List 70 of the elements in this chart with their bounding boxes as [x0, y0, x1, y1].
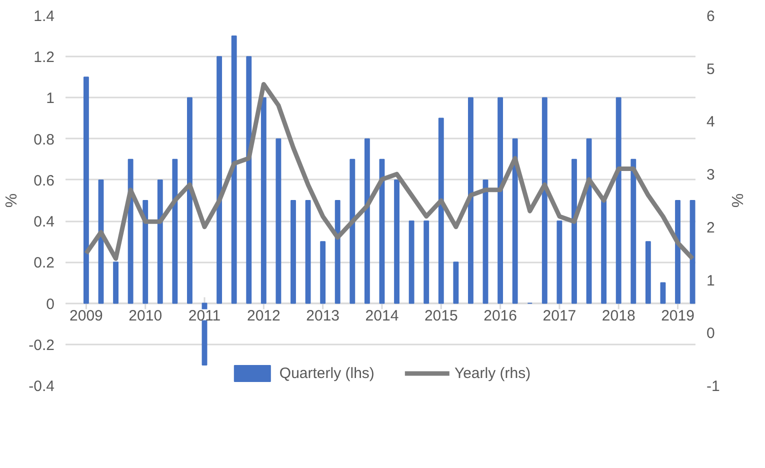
- y2-tick-label: 3: [706, 166, 715, 184]
- y2-tick-label: 6: [706, 8, 715, 25]
- bar: [128, 158, 134, 304]
- y2-tick-label: 1: [706, 272, 715, 290]
- y-tick-label: 0: [46, 296, 54, 313]
- bar: [394, 179, 400, 304]
- y-tick-label: 0.4: [34, 214, 55, 231]
- bar: [556, 220, 562, 304]
- bar: [305, 200, 311, 304]
- x-tick-label: 2016: [484, 307, 517, 324]
- x-tick-label: 2012: [246, 307, 280, 324]
- x-tick-label: 2015: [424, 307, 458, 324]
- bar: [216, 56, 222, 304]
- bar: [616, 97, 622, 304]
- bar: [453, 262, 459, 304]
- legend-label: Yearly (rhs): [454, 364, 531, 382]
- bar: [187, 97, 192, 304]
- bar: [172, 158, 178, 304]
- y-tick-label: -0.4: [28, 378, 55, 395]
- y-tick-label: 0.8: [34, 131, 55, 148]
- bar: [157, 179, 163, 304]
- bar: [675, 200, 680, 304]
- bar: [320, 241, 326, 304]
- y-tick-label: 0.2: [34, 254, 55, 272]
- x-tick-label: 2009: [70, 307, 103, 324]
- bar: [512, 138, 518, 304]
- bar: [424, 220, 430, 304]
- y2-tick-label: 4: [706, 114, 715, 131]
- y2-tick-label: 2: [706, 219, 715, 236]
- y-tick-label: -0.2: [28, 336, 55, 354]
- x-tick-label: 2011: [188, 307, 221, 324]
- bar: [260, 97, 266, 304]
- bar: [364, 138, 370, 304]
- bar: [468, 97, 474, 304]
- legend-label: Quarterly (lhs): [279, 364, 374, 382]
- line-series: [84, 82, 695, 261]
- bar: [113, 262, 118, 304]
- bar: [601, 200, 607, 304]
- bar: [645, 241, 651, 304]
- bar: [290, 200, 296, 304]
- x-tick-label: 2013: [306, 307, 340, 324]
- bar: [572, 158, 577, 304]
- y-tick-label: 1: [46, 90, 54, 108]
- y-tick-label: 1.2: [34, 49, 55, 66]
- bar: [630, 158, 636, 304]
- bar: [408, 220, 414, 304]
- y2-tick-label: -1: [706, 378, 720, 395]
- bar: [83, 76, 89, 304]
- bar: [142, 200, 148, 304]
- bar: [498, 97, 504, 304]
- bar: [350, 158, 356, 304]
- y-tick-label: 1.4: [34, 8, 55, 25]
- y-axis-title: %: [4, 193, 21, 208]
- x-tick-label: 2018: [602, 307, 636, 324]
- bar: [542, 97, 548, 304]
- y2-axis-title: %: [728, 193, 745, 208]
- bar: [438, 118, 444, 304]
- bar: [690, 200, 696, 304]
- bar: [276, 138, 282, 304]
- x-tick-label: 2019: [661, 307, 694, 324]
- x-tick-label: 2010: [128, 307, 162, 324]
- bar: [246, 56, 252, 304]
- x-tick-label: 2014: [365, 307, 399, 324]
- bar: [231, 36, 237, 304]
- y2-tick-label: 5: [706, 60, 715, 78]
- y-tick-label: 0.6: [34, 172, 55, 190]
- bar: [660, 282, 666, 304]
- bar: [334, 200, 340, 304]
- x-tick-label: 2017: [542, 307, 576, 324]
- y2-tick-label: 0: [706, 325, 715, 342]
